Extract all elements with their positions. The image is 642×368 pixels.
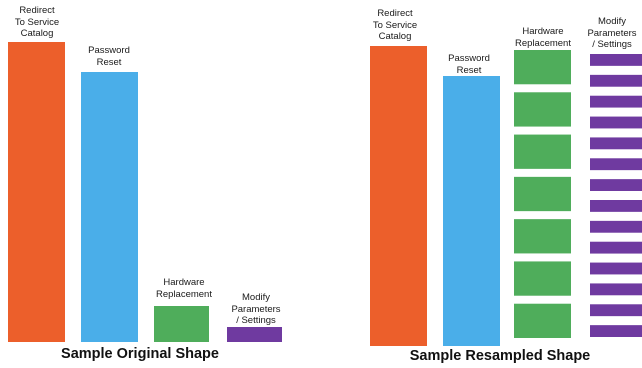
label-redirect-resampled: Redirect To Service Catalog [372, 8, 418, 42]
bar-resampled-3-segment-9 [590, 241, 642, 254]
bar-resampled-3-segment-4 [590, 137, 642, 150]
bar-resampled-1 [443, 76, 500, 346]
bar-resampled-3-segment-6 [590, 179, 642, 191]
title-original: Sample Original Shape [61, 346, 219, 362]
bar-resampled-2-segment-1 [514, 92, 571, 127]
bar-resampled-2-segment-6 [514, 303, 571, 338]
label-modify-original: Modify Parameters / Settings [231, 292, 281, 326]
bar-resampled-3-segment-0 [590, 54, 642, 66]
bar-resampled-3-segment-13 [590, 325, 642, 337]
title-resampled: Sample Resampled Shape [409, 348, 591, 364]
label-password-original: Password Reset [88, 45, 130, 68]
bar-resampled-3-segment-1 [590, 74, 642, 87]
bar-resampled-2-segment-3 [514, 176, 571, 212]
label-redirect-original: Redirect To Service Catalog [14, 5, 60, 39]
label-modify-resampled: Modify Parameters / Settings [587, 16, 637, 50]
bar-original-2 [154, 306, 209, 342]
bar-resampled-3-segment-7 [590, 200, 642, 212]
bar-original-1 [81, 72, 138, 342]
bar-original-0 [8, 42, 65, 342]
bar-resampled-3-segment-2 [590, 95, 642, 108]
label-hardware-resampled: Hardware Replacement [515, 26, 571, 49]
bar-resampled-3-segment-10 [590, 262, 642, 275]
bar-original-3 [227, 327, 282, 342]
bar-resampled-3-segment-11 [590, 283, 642, 296]
bar-resampled-2-segment-4 [514, 219, 571, 254]
bar-resampled-0 [370, 46, 427, 346]
bar-resampled-2-segment-0 [514, 50, 571, 85]
bar-resampled-2-segment-2 [514, 134, 571, 169]
bar-resampled-3-segment-12 [590, 304, 642, 317]
bar-resampled-3-segment-8 [590, 220, 642, 233]
bar-resampled-3-segment-5 [590, 158, 642, 171]
bar-resampled-2-segment-5 [514, 261, 571, 296]
label-password-resampled: Password Reset [448, 53, 490, 76]
label-hardware-original: Hardware Replacement [156, 277, 212, 300]
bar-resampled-3-segment-3 [590, 116, 642, 129]
